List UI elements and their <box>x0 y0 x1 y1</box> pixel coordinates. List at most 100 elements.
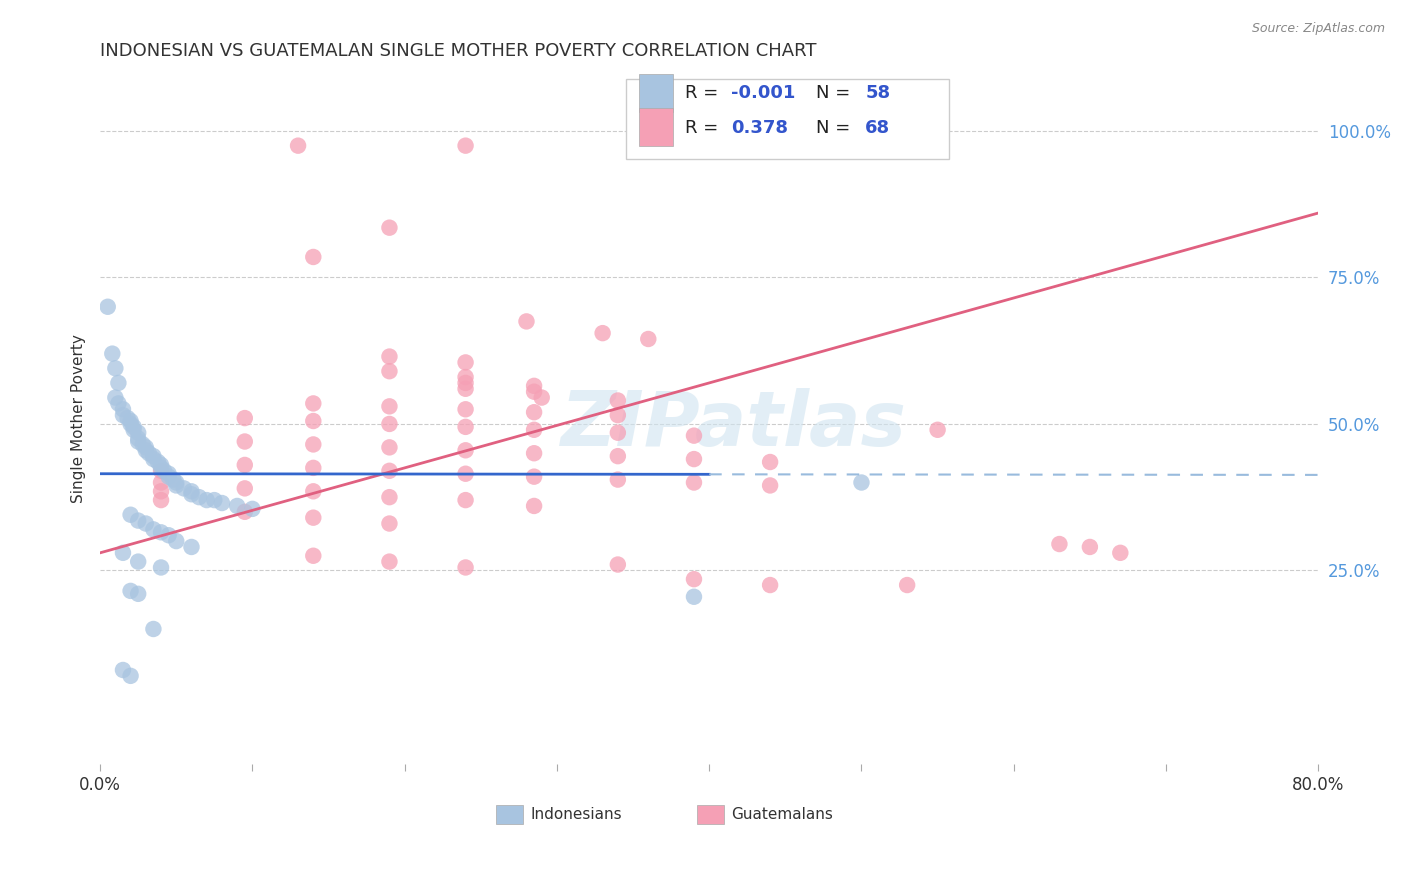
Point <box>132 437 155 451</box>
Point <box>127 425 149 440</box>
Point <box>180 484 202 499</box>
Point <box>606 425 628 440</box>
Point <box>165 475 187 490</box>
Point <box>302 461 325 475</box>
Text: -0.001: -0.001 <box>731 84 796 103</box>
Point <box>111 546 134 560</box>
Point <box>606 393 628 408</box>
Text: N =: N = <box>817 119 856 136</box>
Point <box>454 560 477 574</box>
Point <box>233 458 256 472</box>
Point <box>302 510 325 524</box>
Point <box>302 549 325 563</box>
Point <box>523 384 546 399</box>
Point <box>127 514 149 528</box>
Point <box>523 469 546 483</box>
Point <box>523 423 546 437</box>
Point <box>165 534 187 549</box>
Point <box>851 475 873 490</box>
Point <box>927 423 949 437</box>
Point <box>683 572 706 586</box>
Point <box>454 420 477 434</box>
Point <box>302 437 325 451</box>
Point <box>523 379 546 393</box>
Point <box>1078 540 1101 554</box>
FancyBboxPatch shape <box>638 74 672 112</box>
FancyBboxPatch shape <box>626 79 949 159</box>
Point <box>104 361 127 376</box>
Point <box>180 540 202 554</box>
Point <box>226 499 249 513</box>
Point <box>454 138 477 153</box>
Point <box>122 423 145 437</box>
Point <box>120 508 142 522</box>
Text: R =: R = <box>685 84 724 103</box>
Point <box>683 452 706 467</box>
Point <box>454 402 477 417</box>
Point <box>378 441 401 455</box>
Point <box>378 220 401 235</box>
Point <box>120 583 142 598</box>
Point <box>104 391 127 405</box>
Point <box>97 300 120 314</box>
Text: Indonesians: Indonesians <box>530 806 621 822</box>
Point <box>135 516 157 531</box>
Point <box>606 449 628 463</box>
Point <box>302 250 325 264</box>
Point <box>378 555 401 569</box>
Text: ZIPatlas: ZIPatlas <box>561 388 907 462</box>
Point <box>378 516 401 531</box>
Point <box>142 622 165 636</box>
Point <box>233 434 256 449</box>
Point <box>683 590 706 604</box>
Point <box>111 663 134 677</box>
Point <box>592 326 614 340</box>
Point <box>127 434 149 449</box>
Point <box>146 455 169 469</box>
Point <box>150 464 173 478</box>
Point <box>142 522 165 536</box>
Point <box>153 464 176 478</box>
Point <box>454 443 477 458</box>
Text: INDONESIAN VS GUATEMALAN SINGLE MOTHER POVERTY CORRELATION CHART: INDONESIAN VS GUATEMALAN SINGLE MOTHER P… <box>100 42 817 60</box>
Text: 68: 68 <box>865 119 890 136</box>
Point <box>378 417 401 431</box>
Point <box>111 408 134 422</box>
Text: N =: N = <box>817 84 856 103</box>
Point <box>302 484 325 499</box>
Point <box>1049 537 1071 551</box>
Point <box>530 391 553 405</box>
Point <box>117 411 139 425</box>
Point <box>150 560 173 574</box>
Point <box>606 558 628 572</box>
FancyBboxPatch shape <box>496 805 523 824</box>
Point <box>107 396 129 410</box>
Point <box>523 405 546 419</box>
Point <box>302 396 325 410</box>
Point <box>122 420 145 434</box>
Text: R =: R = <box>685 119 724 136</box>
Point <box>127 555 149 569</box>
Text: Source: ZipAtlas.com: Source: ZipAtlas.com <box>1251 22 1385 36</box>
Point <box>454 493 477 508</box>
Text: Guatemalans: Guatemalans <box>731 806 832 822</box>
Point <box>173 482 195 496</box>
Point <box>606 408 628 422</box>
Point <box>180 487 202 501</box>
Point <box>195 493 218 508</box>
Point <box>150 484 173 499</box>
Point <box>759 478 782 492</box>
Point <box>233 505 256 519</box>
Point <box>683 428 706 442</box>
Point <box>138 446 160 460</box>
Point <box>188 490 211 504</box>
Point <box>896 578 918 592</box>
Point <box>142 452 165 467</box>
Point <box>127 432 149 446</box>
Point <box>150 525 173 540</box>
Point <box>378 364 401 378</box>
Point <box>127 587 149 601</box>
Point <box>157 528 180 542</box>
Point <box>233 482 256 496</box>
Point <box>759 455 782 469</box>
